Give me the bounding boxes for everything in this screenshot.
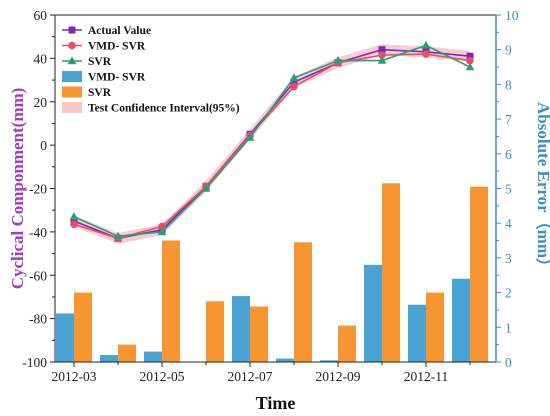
- series-line-svr: [73, 44, 471, 238]
- y-left-tick-label: 40: [34, 51, 48, 66]
- data-point-actual-value: [290, 78, 298, 86]
- y-right-tick-label: 3: [505, 251, 512, 266]
- legend-bar-swatch: [62, 86, 82, 98]
- data-point-vmd-svr: [422, 50, 430, 58]
- x-axis-title: Time: [256, 393, 296, 413]
- bar-svr: [382, 183, 400, 362]
- x-tick-label: 2012-09: [316, 369, 361, 384]
- legend-label: VMD- SVR: [88, 41, 146, 53]
- data-point-svr: [377, 55, 387, 64]
- legend-band-swatch: [62, 102, 82, 113]
- y-left-tick-label: 0: [40, 138, 47, 153]
- legend-label: Test Confidence Interval(95%): [88, 103, 240, 115]
- data-point-vmd-svr: [378, 51, 386, 59]
- y-left-tick-label: 20: [34, 95, 48, 110]
- bar-svr: [206, 301, 224, 362]
- bar-svr: [294, 242, 312, 362]
- y-right-tick-label: 2: [505, 286, 512, 301]
- data-point-vmd-svr: [158, 222, 166, 231]
- legend-label: VMD- SVR: [88, 72, 146, 84]
- bar-vmd-svr: [320, 360, 338, 362]
- y-left-tick-label: -40: [29, 225, 47, 240]
- bar-svr: [338, 325, 356, 362]
- data-point-actual-value: [466, 52, 474, 60]
- x-tick-label: 2012-05: [140, 369, 185, 384]
- data-point-svr: [465, 62, 475, 71]
- bar-vmd-svr: [56, 313, 74, 362]
- x-tick-label: 2012-03: [52, 369, 97, 384]
- y-right-tick-label: 9: [505, 43, 512, 58]
- data-point-svr: [421, 40, 431, 49]
- y-right-tick-label: 1: [505, 320, 512, 335]
- y-right-axis-title: Absolute Error（mm）: [534, 102, 550, 275]
- axes-layer: -100 -80 -60 -40 -20 0 20 40 60 0 1 2 3 4 5 6 7 8 9 10 2012-…: [8, 8, 550, 413]
- bar-vmd-svr: [364, 264, 382, 362]
- y-right-tick-label: 0: [505, 355, 512, 370]
- y-right-tick-label: 10: [505, 8, 519, 23]
- bar-vmd-svr: [232, 296, 250, 362]
- y-right-tick-label: 7: [505, 112, 512, 127]
- data-point-vmd-svr: [466, 56, 474, 65]
- y-left-tick-label: -20: [29, 182, 47, 197]
- bar-vmd-svr: [100, 355, 118, 362]
- legend-marker: [67, 56, 77, 65]
- data-point-svr: [333, 55, 343, 64]
- data-point-svr: [201, 183, 211, 192]
- bar-svr: [426, 292, 444, 362]
- data-point-vmd-svr: [70, 220, 78, 229]
- x-tick-label: 2012-07: [228, 369, 273, 384]
- bar-svr: [470, 186, 488, 362]
- bar-vmd-svr: [144, 351, 162, 362]
- y-left-tick-label: -100: [22, 355, 47, 370]
- bar-vmd-svr: [276, 358, 294, 362]
- data-point-svr: [245, 132, 255, 141]
- bar-vmd-svr: [452, 278, 470, 362]
- y-left-tick-label: 60: [34, 8, 48, 23]
- y-right-tick-label: 5: [505, 182, 512, 197]
- legend: Actual Value VMD- SVR SVR VMD- SVR SVR Test C…: [62, 25, 240, 115]
- data-point-vmd-svr: [290, 82, 298, 91]
- bar-vmd-svr: [408, 304, 426, 362]
- legend-label: SVR: [88, 56, 112, 68]
- legend-label: Actual Value: [88, 25, 151, 37]
- lines-layer: [69, 40, 475, 243]
- y-right-tick-label: 4: [505, 216, 512, 231]
- y-right-tick-label: 8: [505, 77, 512, 92]
- bars-layer: [56, 183, 488, 362]
- bar-svr: [74, 292, 92, 362]
- bar-svr: [162, 240, 180, 362]
- legend-marker: [68, 26, 76, 34]
- series-line-vmd-svr: [73, 53, 471, 240]
- data-point-svr: [69, 212, 79, 220]
- legend-label: SVR: [88, 87, 112, 99]
- bar-svr: [118, 344, 136, 362]
- y-left-tick-label: -80: [29, 312, 47, 327]
- data-point-svr: [289, 73, 299, 82]
- data-point-actual-value: [378, 46, 386, 54]
- data-point-svr: [113, 231, 123, 240]
- bar-svr: [250, 306, 268, 362]
- legend-marker: [68, 41, 76, 50]
- y-right-tick-label: 6: [505, 147, 512, 162]
- y-left-axis-title: Cyclical Componment(mm): [8, 88, 27, 290]
- data-point-svr: [157, 227, 167, 236]
- x-tick-label: 2012-11: [404, 369, 449, 384]
- legend-bar-swatch: [62, 71, 82, 82]
- y-left-tick-label: -60: [29, 268, 47, 283]
